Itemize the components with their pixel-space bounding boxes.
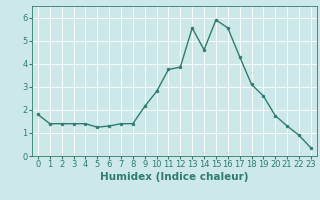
X-axis label: Humidex (Indice chaleur): Humidex (Indice chaleur)	[100, 172, 249, 182]
